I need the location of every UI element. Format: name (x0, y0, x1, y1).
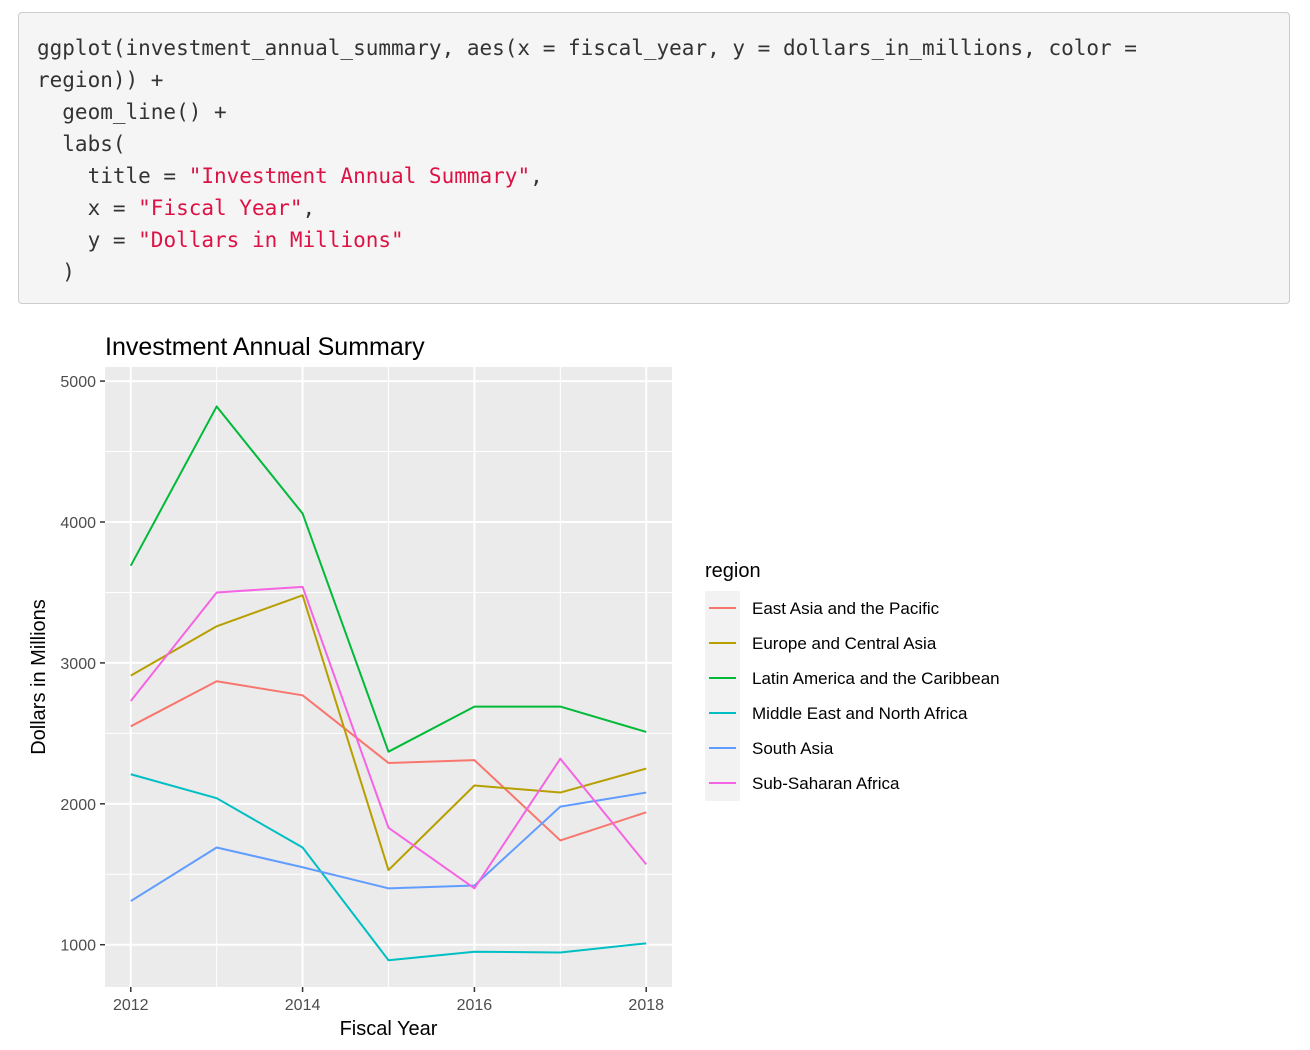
code-string-token: "Investment Annual Summary" (188, 164, 531, 188)
code-line: ) (37, 256, 1271, 288)
legend-label: Latin America and the Caribbean (752, 669, 1000, 688)
code-block: ggplot(investment_annual_summary, aes(x … (18, 12, 1290, 304)
code-line: ggplot(investment_annual_summary, aes(x … (37, 32, 1271, 64)
x-axis: 2012 2014 2016 2018 (113, 987, 664, 1014)
grid-minor (105, 367, 672, 987)
legend-label: East Asia and the Pacific (752, 599, 940, 618)
legend-label: Middle East and North Africa (752, 704, 968, 723)
legend-label: Sub-Saharan Africa (752, 774, 900, 793)
x-tick-label: 2018 (628, 997, 664, 1014)
chart-title: Investment Annual Summary (105, 333, 425, 361)
x-tick-label: 2012 (113, 997, 149, 1014)
code-line: x = "Fiscal Year", (37, 192, 1271, 224)
series-line-2 (129, 405, 647, 753)
code-line: region)) + (37, 64, 1271, 96)
line-chart: Investment Annual Summary 1000 2000 3000 40… (28, 333, 1000, 1040)
legend-label: South Asia (752, 739, 834, 758)
series-line-4 (130, 791, 647, 902)
code-line: y = "Dollars in Millions" (37, 224, 1271, 256)
code-line: labs( (37, 128, 1271, 160)
code-token: region)) + (37, 68, 164, 92)
x-tick-label: 2014 (285, 997, 321, 1014)
code-token: labs( (37, 132, 126, 156)
code-token: , (302, 196, 316, 220)
series-line-1 (130, 594, 647, 872)
code-token: geom_line() + (37, 100, 227, 124)
y-tick-label: 3000 (60, 656, 96, 673)
series-line-3 (130, 773, 647, 962)
code-token: y = (37, 228, 139, 252)
y-tick-label: 5000 (60, 374, 96, 391)
code-line: geom_line() + (37, 96, 1271, 128)
series-line-5 (129, 585, 648, 890)
code-token: , (530, 164, 543, 188)
y-axis: 1000 2000 3000 4000 5000 (60, 374, 105, 955)
legend-title: region (705, 560, 761, 582)
series-line-0 (130, 680, 647, 842)
y-tick-label: 4000 (60, 515, 96, 532)
code-token: ggplot(investment_annual_summary, aes(x … (37, 36, 1137, 60)
code-string-token: "Fiscal Year" (138, 196, 303, 220)
series-lines (129, 405, 648, 962)
legend: East Asia and the Pacific Europe and Cent… (705, 591, 1000, 801)
grid-major (105, 367, 672, 987)
y-tick-label: 2000 (60, 797, 96, 814)
y-axis-label: Dollars in Millions (28, 599, 50, 755)
code-line: title = "Investment Annual Summary", (37, 160, 1271, 192)
code-token: ) (37, 260, 75, 284)
code-text: ggplot(investment_annual_summary, aes(x … (37, 32, 1271, 288)
legend-label: Europe and Central Asia (752, 634, 937, 653)
x-axis-label: Fiscal Year (340, 1018, 438, 1040)
code-string-token: "Dollars in Millions" (138, 228, 404, 252)
y-tick-label: 1000 (60, 938, 96, 955)
x-tick-label: 2016 (457, 997, 493, 1014)
code-token: title = (37, 164, 189, 188)
code-token: x = (37, 196, 139, 220)
